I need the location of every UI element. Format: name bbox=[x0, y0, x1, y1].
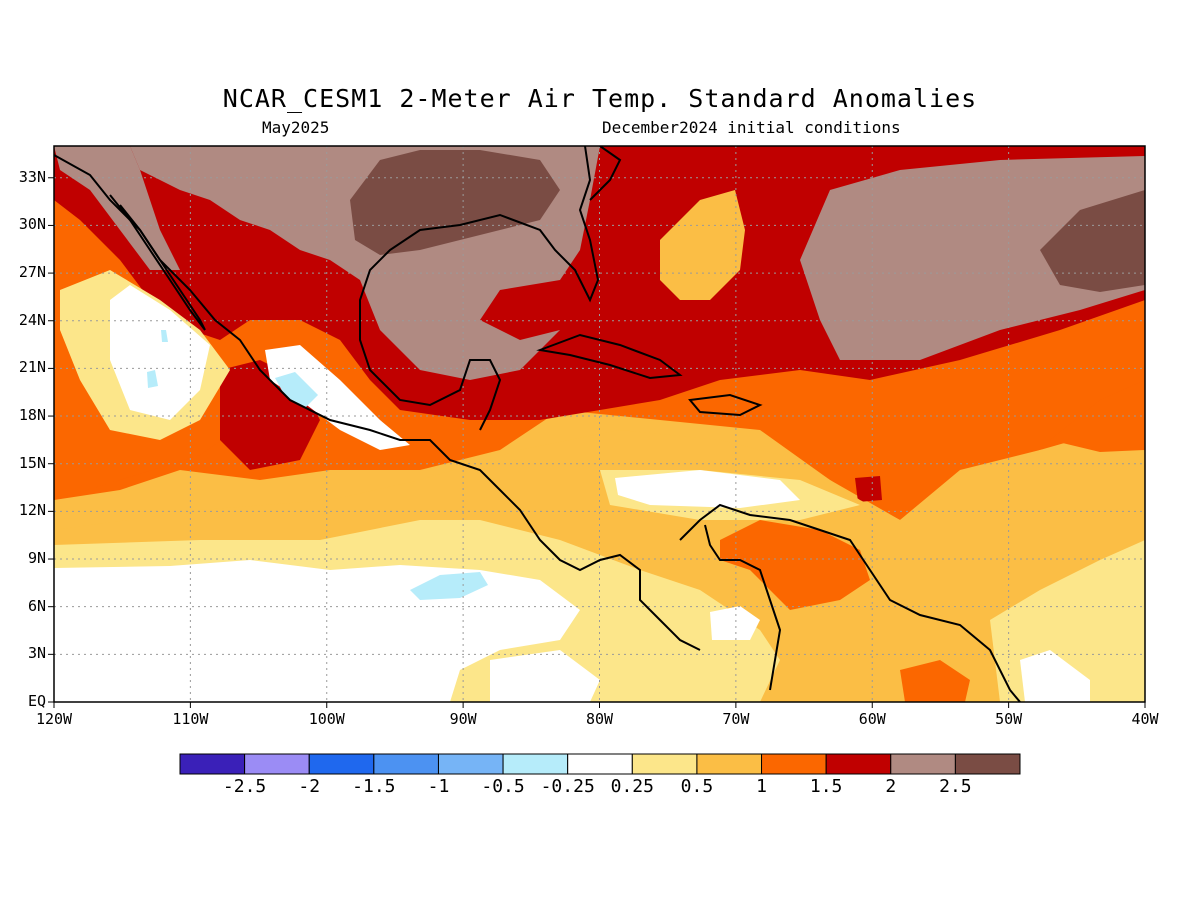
coast-gulf bbox=[359, 146, 600, 431]
region-brown-atlantic bbox=[1040, 190, 1145, 292]
region-taupe-atlantic bbox=[800, 156, 1145, 360]
region-brown-us bbox=[350, 150, 560, 255]
lon-tick-label: 70W bbox=[722, 710, 750, 728]
colorbar-swatch bbox=[437, 753, 504, 775]
colorbar-tick-label: 1 bbox=[756, 776, 767, 797]
lon-tick-label: 40W bbox=[1131, 710, 1159, 728]
colorbar-swatch bbox=[631, 753, 698, 775]
lon-tick-label: 90W bbox=[449, 710, 477, 728]
colorbar-swatch bbox=[567, 753, 633, 775]
coast-mexico-pacific bbox=[54, 154, 701, 651]
gridlines bbox=[54, 146, 1145, 702]
coastlines bbox=[54, 146, 1021, 702]
lon-tick-label: 80W bbox=[585, 710, 614, 728]
lat-tick-label: 18N bbox=[18, 406, 46, 425]
colorbar bbox=[179, 753, 1021, 775]
subtitle-valid-month: May2025 bbox=[262, 118, 330, 137]
region-red-antilles bbox=[855, 476, 882, 502]
region-orange-guiana bbox=[900, 660, 970, 702]
colorbar-tick-label: -2.5 bbox=[222, 776, 267, 797]
colorbar-swatch bbox=[954, 753, 1021, 775]
region-lightblue-baja2 bbox=[161, 330, 168, 342]
region-orange-venezuela bbox=[720, 520, 870, 610]
region-white-baja bbox=[110, 285, 210, 420]
lat-tick-label: 27N bbox=[18, 263, 46, 282]
colorbar-swatch bbox=[825, 753, 892, 775]
colorbar-swatch bbox=[502, 753, 569, 775]
colorbar-swatch bbox=[244, 753, 310, 775]
coast-baja bbox=[109, 194, 206, 331]
colorbar-swatch bbox=[696, 753, 763, 775]
coast-venezuela-inner bbox=[704, 524, 782, 691]
colorbar-tick-label: 0.5 bbox=[680, 776, 714, 797]
region-lightblue-mexico bbox=[275, 372, 318, 408]
lon-tick-label: 110W bbox=[172, 710, 209, 728]
colorbar-swatch bbox=[890, 753, 956, 775]
lat-tick-label: 30N bbox=[18, 215, 46, 234]
region-yellow-atlantic bbox=[660, 190, 745, 300]
region-white-pacific2 bbox=[490, 650, 600, 702]
lat-tick-label: 3N bbox=[27, 644, 46, 663]
region-white-sa bbox=[710, 606, 760, 640]
lat-tick-label: 9N bbox=[27, 549, 46, 568]
coast-southamerica bbox=[679, 503, 1021, 702]
lat-tick-label: 21N bbox=[18, 358, 46, 377]
subtitle-initial-conditions: December2024 initial conditions bbox=[602, 118, 901, 137]
lat-tick-label: EQ bbox=[27, 692, 46, 710]
lon-tick-label: 100W bbox=[308, 710, 345, 728]
colorbar-tick-label: -1.5 bbox=[352, 776, 396, 797]
region-orange-east bbox=[1050, 380, 1145, 452]
lat-tick-label: 6N bbox=[27, 596, 46, 615]
lon-tick-label: 60W bbox=[858, 710, 886, 728]
colorbar-tick-label: 2 bbox=[885, 776, 897, 797]
colorbar-tick-label: -1 bbox=[427, 776, 450, 797]
colorbar-swatch bbox=[761, 753, 827, 775]
lat-tick-label: 12N bbox=[18, 501, 46, 520]
colorbar-swatch bbox=[308, 753, 375, 775]
lat-tick-label: 33N bbox=[18, 167, 46, 186]
colorbar-tick-label: 0.25 bbox=[610, 776, 654, 797]
colorbar-tick-label: -0.5 bbox=[481, 776, 525, 797]
region-white-caribbean bbox=[615, 470, 800, 508]
region-lightblue-baja1 bbox=[147, 370, 158, 388]
region-white-mexico bbox=[265, 345, 410, 450]
colorbar-tick-label: 1.5 bbox=[809, 776, 843, 797]
colorbar-swatch bbox=[179, 753, 246, 775]
lat-tick-label: 24N bbox=[18, 310, 46, 329]
colorbar-tick-label: -2 bbox=[298, 776, 321, 797]
chart-title: NCAR_CESM1 2-Meter Air Temp. Standard An… bbox=[222, 84, 978, 113]
coast-cuba bbox=[536, 333, 683, 380]
coast-east-us bbox=[589, 146, 622, 201]
lon-tick-label: 50W bbox=[995, 710, 1023, 728]
lat-tick-label: 15N bbox=[18, 453, 46, 472]
colorbar-swatch bbox=[373, 753, 439, 775]
lon-tick-label: 120W bbox=[35, 710, 73, 728]
coast-hispaniola bbox=[688, 393, 763, 417]
colorbar-tick-label: 2.5 bbox=[939, 776, 972, 797]
colorbar-tick-label: -0.25 bbox=[540, 776, 595, 797]
region-lightblue-pacific bbox=[410, 572, 488, 600]
axis-ticks bbox=[48, 177, 1146, 708]
region-white-se bbox=[1020, 650, 1090, 702]
